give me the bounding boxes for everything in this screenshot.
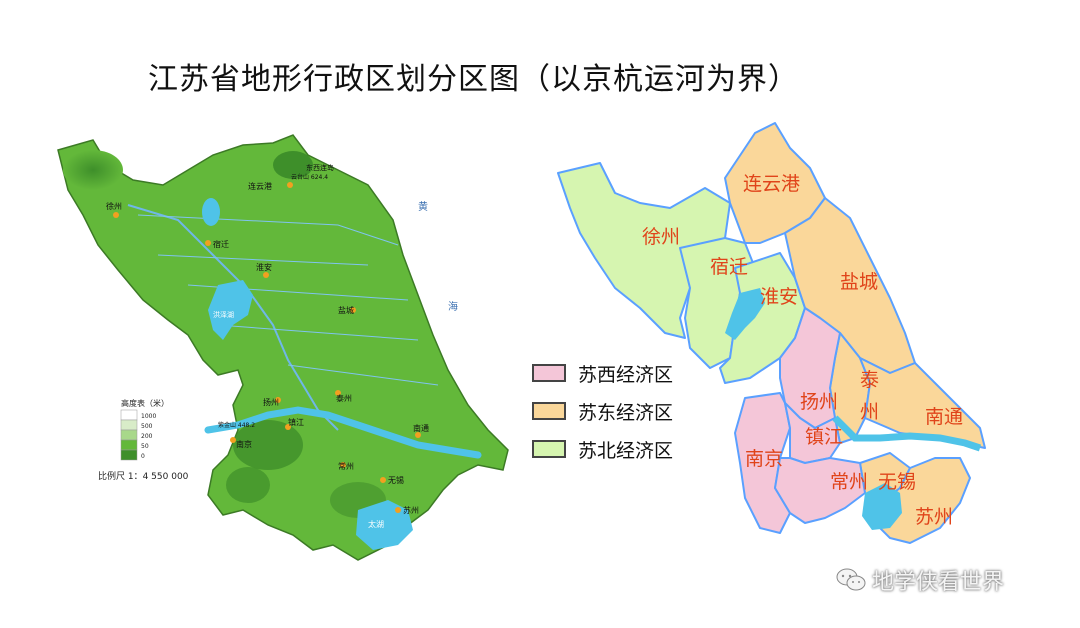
svg-text:泰: 泰 — [860, 369, 879, 391]
svg-text:1000: 1000 — [141, 413, 156, 420]
svg-text:东西连岛: 东西连岛 — [306, 163, 334, 172]
svg-text:扬州: 扬州 — [800, 391, 838, 413]
svg-text:南通: 南通 — [925, 406, 963, 428]
legend-swatch-west — [532, 364, 566, 382]
region-zhenjiang — [784, 402, 841, 464]
watermark: 地学侠看世界 — [836, 564, 1004, 596]
terrain-map: 高度表（米） 1000 500 200 50 0 比例尺 1：4 550 000… — [38, 125, 518, 565]
yangtze-river — [204, 406, 482, 459]
svg-text:无锡: 无锡 — [388, 476, 404, 485]
legend-label-west: 苏西经济区 — [578, 363, 674, 386]
svg-text:宿迁: 宿迁 — [710, 256, 748, 278]
region-changzhou — [774, 457, 866, 524]
grand-canal — [127, 204, 339, 431]
svg-text:高度表（米）: 高度表（米） — [121, 398, 169, 408]
legend-item-west: 苏西经济区 — [532, 360, 673, 386]
svg-text:常州: 常州 — [338, 462, 354, 471]
svg-text:徐州: 徐州 — [642, 226, 680, 248]
svg-text:500: 500 — [141, 423, 153, 430]
svg-text:太湖: 太湖 — [368, 519, 384, 529]
svg-text:0: 0 — [141, 453, 145, 460]
region-suzhou — [874, 457, 971, 544]
svg-text:镇江: 镇江 — [805, 426, 843, 448]
svg-text:苏州: 苏州 — [915, 506, 953, 528]
legend-item-east: 苏东经济区 — [532, 398, 673, 424]
svg-text:南通: 南通 — [413, 423, 429, 433]
svg-text:南京: 南京 — [745, 448, 783, 470]
watermark-text: 地学侠看世界 — [872, 570, 1005, 595]
yangtze-right — [832, 415, 982, 452]
svg-text:连云港: 连云港 — [743, 173, 800, 195]
svg-text:海: 海 — [448, 300, 458, 313]
svg-text:淮安: 淮安 — [256, 262, 272, 272]
legend-swatch-east — [532, 402, 566, 420]
svg-text:扬州: 扬州 — [263, 397, 279, 407]
svg-text:苏州: 苏州 — [403, 505, 419, 515]
zone-legend: 苏西经济区 苏东经济区 苏北经济区 — [532, 360, 673, 474]
legend-item-north: 苏北经济区 — [532, 436, 673, 462]
svg-text:淮安: 淮安 — [760, 286, 798, 308]
svg-text:50: 50 — [141, 443, 149, 450]
svg-text:镇江: 镇江 — [288, 417, 304, 427]
svg-text:无锡: 无锡 — [878, 471, 916, 493]
svg-text:州: 州 — [860, 401, 879, 423]
legend-label-east: 苏东经济区 — [578, 401, 674, 424]
svg-text:连云港: 连云港 — [248, 181, 272, 191]
svg-text:常州: 常州 — [830, 471, 868, 493]
svg-text:洪泽湖: 洪泽湖 — [213, 310, 234, 319]
hongze-lake — [208, 280, 253, 340]
tai-lake-right — [862, 483, 902, 530]
legend-swatch-north — [532, 440, 566, 458]
legend-label-north: 苏北经济区 — [578, 439, 674, 462]
hongze-lake-right — [725, 288, 765, 340]
svg-text:徐州: 徐州 — [106, 201, 122, 211]
wechat-icon — [836, 567, 866, 593]
zone-map: 连云港 徐州 宿迁 淮安 盐城 扬州 泰 州 南通 南京 镇江 常州 无锡 苏州 — [540, 118, 1010, 578]
svg-text:泰州: 泰州 — [336, 393, 352, 403]
svg-text:盐城: 盐城 — [840, 271, 878, 293]
svg-text:比例尺 1：4 550 000: 比例尺 1：4 550 000 — [98, 470, 189, 482]
page-title: 江苏省地形行政区划分区图（以京杭运河为界） — [148, 62, 799, 97]
svg-text:紫金山 448.2: 紫金山 448.2 — [218, 421, 255, 429]
svg-text:200: 200 — [141, 433, 153, 440]
svg-text:云台山 624.4: 云台山 624.4 — [291, 173, 328, 181]
svg-text:黄: 黄 — [418, 200, 428, 213]
region-nantong — [859, 357, 986, 449]
svg-text:南京: 南京 — [236, 439, 252, 449]
svg-text:盐城: 盐城 — [338, 305, 354, 315]
svg-text:宿迁: 宿迁 — [213, 239, 229, 249]
